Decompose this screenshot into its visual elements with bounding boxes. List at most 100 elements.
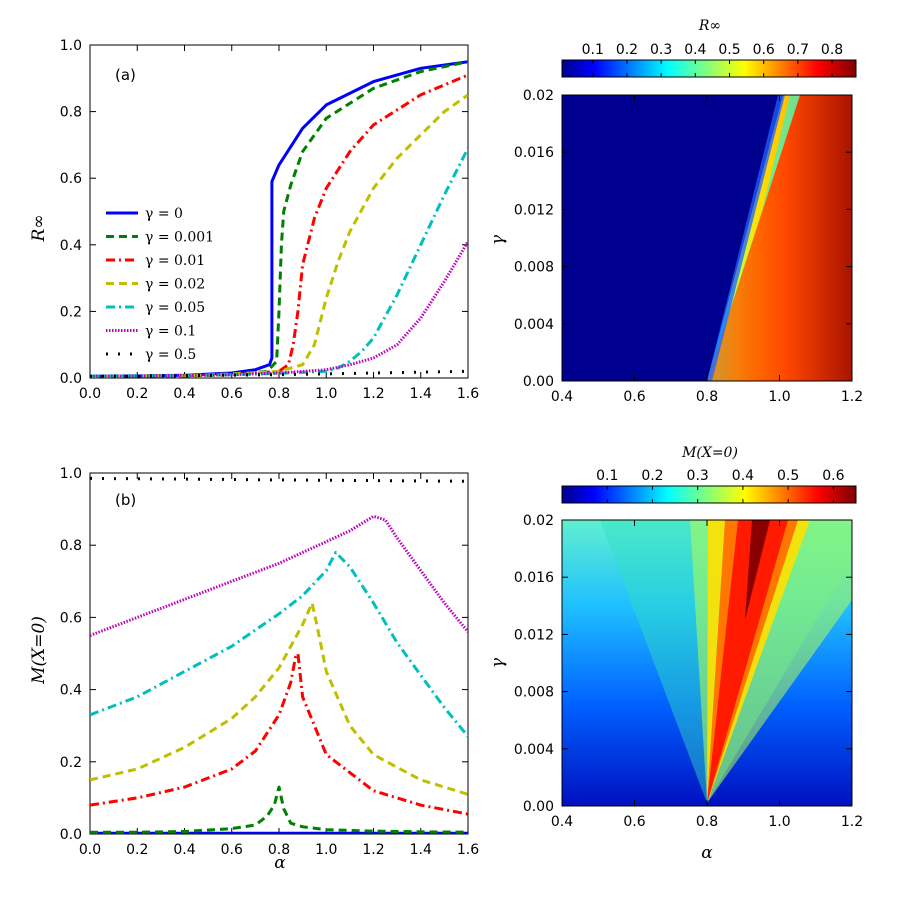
- y-axis-label-c: γ: [488, 234, 508, 245]
- y-tick-label: 0.016: [514, 570, 554, 586]
- heatmap-boundary-c: [707, 95, 785, 381]
- x-tick-label: 0.6: [623, 389, 645, 405]
- colorbar-tick-label: 0.6: [822, 468, 844, 484]
- y-tick-label: 0.02: [523, 88, 554, 104]
- series-b: [90, 476, 468, 834]
- colorbar-tick-label: 0.3: [687, 468, 709, 484]
- y-tick-label: 0.004: [514, 317, 554, 333]
- ticks-b: 0.0 0.2 0.4 0.6 0.8 1.0 1.2 1.4 1.6 0.0 0.2 0.4 0.6 0…: [60, 466, 479, 858]
- y-tick-label: 0.008: [514, 685, 554, 701]
- x-tick-label: 0.6: [623, 814, 645, 830]
- y-tick-label: 0.004: [514, 742, 554, 758]
- heatmap-field-d: [562, 520, 852, 806]
- series-line-1: [90, 785, 468, 834]
- colorbar-tick-label: 0.2: [641, 468, 663, 484]
- x-tick-label: 0.8: [696, 814, 718, 830]
- series-line-5: [90, 240, 468, 378]
- colorbar-d: [561, 485, 857, 504]
- x-tick-label: 1.2: [841, 389, 863, 405]
- y-tick-label: 0.0: [60, 827, 82, 843]
- y-axis-label-d: γ: [488, 657, 508, 668]
- x-tick-label: 1.2: [362, 842, 384, 858]
- x-tick-label: 1.0: [315, 386, 337, 402]
- colorbar-tick-label: 0.4: [732, 468, 754, 484]
- x-tick-label: 0.6: [221, 842, 243, 858]
- y-tick-label: 0.6: [60, 171, 82, 187]
- ticks-c: 0.4 0.6 0.8 1.0 1.2 0.00 0.004 0.008 0.012 0.016 0…: [514, 88, 863, 405]
- y-axis-label-a: R∞: [29, 215, 49, 243]
- chart-panel-b: 0.0 0.2 0.4 0.6 0.8 1.0 1.2 1.4 1.6 0.0 0.2 0.4 0.6 0…: [29, 466, 479, 873]
- ticks-a: 0.0 0.2 0.4 0.6 0.8 1.0 1.2 1.4 1.6 0.0 0.2 0.4 0.6 0…: [60, 38, 479, 402]
- heatmap-peak-d: [745, 520, 770, 620]
- colorbar-c: [561, 59, 857, 78]
- x-axis-label-d: α: [701, 843, 713, 863]
- legend-label: γ = 0.02: [145, 277, 205, 293]
- y-tick-label: 0.012: [514, 627, 554, 643]
- x-tick-label: 0.8: [268, 386, 290, 402]
- y-tick-label: 0.4: [60, 238, 82, 254]
- x-tick-label: 0.0: [79, 842, 101, 858]
- x-tick-label: 0.6: [221, 386, 243, 402]
- colorbar-tick-label: 0.7: [787, 42, 809, 58]
- x-tick-label: 0.4: [173, 386, 195, 402]
- x-tick-label: 1.0: [768, 389, 790, 405]
- y-tick-label: 0.2: [60, 755, 82, 771]
- x-tick-label: 0.4: [551, 814, 573, 830]
- legend-a: γ = 0 γ = 0.001 γ = 0.01 γ = 0.02 γ = 0.05 γ …: [106, 206, 214, 363]
- legend-label: γ = 0.5: [145, 347, 196, 363]
- x-axis-label-b: α: [274, 853, 286, 873]
- x-tick-label: 0.2: [126, 386, 148, 402]
- y-tick-label: 0.016: [514, 145, 554, 161]
- heatmap-field-c: [562, 95, 852, 381]
- colorbar-tick-label: 0.8: [821, 42, 843, 58]
- heatmap-panel-c: R∞ 0.1 0.2 0.3 0.4 0.5 0.6 0.7 0.8 0.4 0.6 0.8 1.0…: [488, 18, 863, 405]
- x-tick-label: 0.4: [173, 842, 195, 858]
- x-tick-label: 1.6: [457, 842, 479, 858]
- colorbar-tick-label: 0.1: [582, 42, 604, 58]
- series-line-3: [90, 93, 468, 378]
- series-line-3: [90, 601, 468, 796]
- y-tick-label: 0.8: [60, 538, 82, 554]
- x-tick-label: 1.6: [457, 386, 479, 402]
- colorbar-tick-label: 0.2: [616, 42, 638, 58]
- x-tick-label: 1.2: [841, 814, 863, 830]
- panel-label-b: (b): [115, 491, 136, 509]
- colorbar-tick-label: 0.3: [650, 42, 672, 58]
- heatmap-orange-wedge-d: [707, 520, 798, 803]
- colorbar-label-c: R∞: [698, 18, 721, 34]
- x-tick-label: 1.2: [362, 386, 384, 402]
- y-tick-label: 0.2: [60, 304, 82, 320]
- colorbar-label-d: M(X=0): [681, 445, 738, 461]
- panel-label-a: (a): [115, 66, 136, 84]
- legend-label: γ = 0.05: [145, 300, 205, 316]
- y-tick-label: 1.0: [60, 38, 82, 54]
- legend-label: γ = 0: [145, 206, 183, 222]
- colorbar-tick-label: 0.6: [753, 42, 775, 58]
- heatmap-panel-d: M(X=0) 0.1 0.2 0.3 0.4 0.5 0.6 0.4 0.6 0.8 1.0 1.…: [488, 445, 863, 863]
- ticks-d: 0.4 0.6 0.8 1.0 1.2 0.00 0.004 0.008 0.012 0.016 0…: [514, 513, 863, 830]
- series-line-5: [90, 514, 468, 637]
- y-tick-label: 0.012: [514, 202, 554, 218]
- legend-label: γ = 0.001: [145, 230, 214, 246]
- series-line-2: [90, 652, 468, 816]
- x-tick-label: 0.2: [126, 842, 148, 858]
- x-tick-label: 0.8: [696, 389, 718, 405]
- colorbar-tick-label: 0.1: [596, 468, 618, 484]
- y-tick-label: 0.6: [60, 610, 82, 626]
- y-tick-label: 0.02: [523, 513, 554, 529]
- y-tick-label: 0.008: [514, 260, 554, 276]
- chart-panel-a: 0.0 0.2 0.4 0.6 0.8 1.0 1.2 1.4 1.6 0.0 0.2 0.4 0.6 0…: [29, 38, 479, 402]
- x-tick-label: 1.4: [410, 386, 432, 402]
- x-tick-label: 1.0: [315, 842, 337, 858]
- y-tick-label: 0.0: [60, 371, 82, 387]
- colorbar-tick-label: 0.4: [684, 42, 706, 58]
- series-a: [90, 60, 468, 378]
- x-tick-label: 1.0: [768, 814, 790, 830]
- colorbar-ticks-d: 0.1 0.2 0.3 0.4 0.5 0.6: [596, 468, 845, 503]
- x-tick-label: 0.8: [268, 842, 290, 858]
- legend-label: γ = 0.1: [145, 324, 196, 340]
- colorbar-ticks-c: 0.1 0.2 0.3 0.4 0.5 0.6 0.7 0.8: [582, 42, 843, 77]
- series-line-4: [90, 550, 468, 738]
- legend-label: γ = 0.01: [145, 253, 205, 269]
